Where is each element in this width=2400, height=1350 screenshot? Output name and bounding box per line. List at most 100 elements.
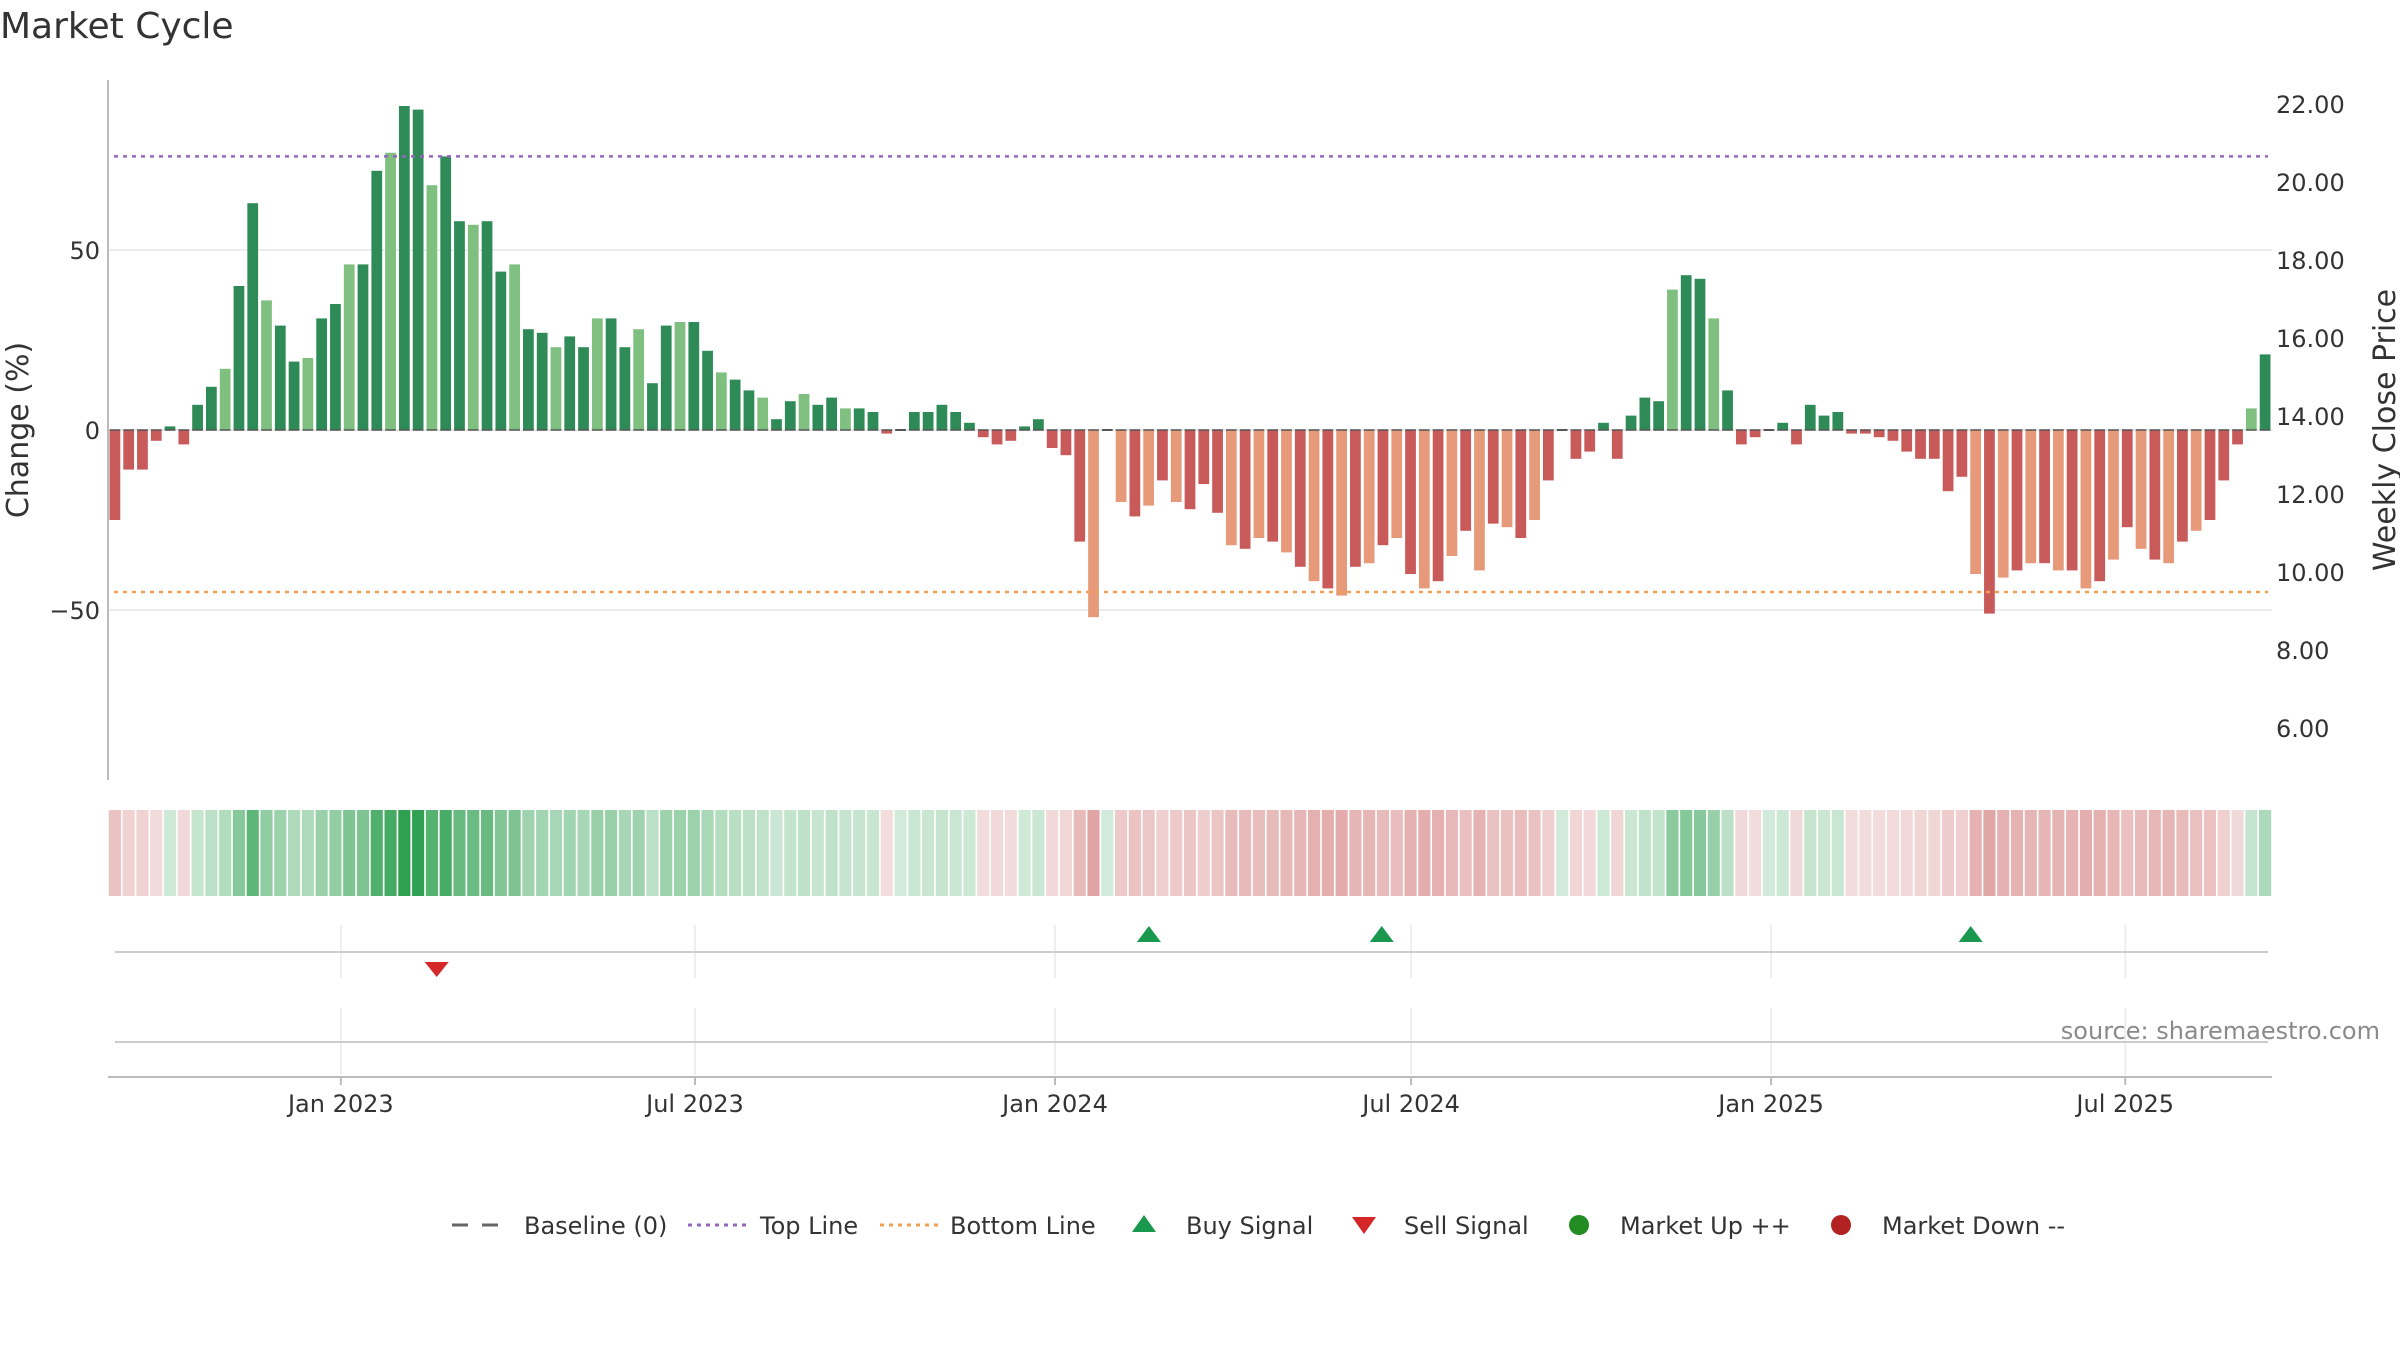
heat-strip-cell	[1886, 810, 1900, 896]
heat-strip-cell	[1307, 810, 1321, 896]
change-bar	[1322, 430, 1334, 589]
heat-strip-cell	[1004, 810, 1017, 896]
change-bar	[1791, 430, 1802, 445]
heat-strip-cell	[1032, 810, 1045, 896]
change-bar	[1074, 430, 1086, 542]
change-bar	[412, 109, 424, 430]
legend-item-buy-signal: Buy Signal	[1132, 1212, 1313, 1240]
change-bar	[2245, 408, 2257, 430]
heat-strip-cell	[935, 810, 948, 896]
change-bar	[1377, 430, 1389, 546]
heat-strip-cell	[2231, 810, 2244, 896]
change-bar	[1584, 430, 1596, 452]
heat-strip-cell	[398, 810, 411, 896]
change-bar	[1060, 430, 1072, 456]
heat-strip-cell	[1018, 810, 1031, 896]
change-bar	[715, 372, 727, 430]
heat-strip-cell	[1556, 810, 1569, 896]
heat-strip-cell	[1735, 810, 1748, 896]
change-bar	[2052, 430, 2064, 571]
legend-label: Sell Signal	[1404, 1212, 1529, 1240]
heat-strip-cell	[343, 810, 356, 896]
heat-strip-cell	[811, 810, 824, 896]
heat-strip-cell	[1335, 810, 1348, 896]
change-bar	[578, 347, 589, 430]
change-bar	[1846, 430, 1857, 434]
change-bar	[1170, 430, 1182, 502]
change-bar	[536, 332, 548, 430]
change-bar	[1239, 430, 1251, 549]
change-bar	[2149, 430, 2161, 560]
change-bar	[316, 318, 328, 430]
heat-strip-cell	[977, 810, 990, 896]
heat-strip-cell	[205, 810, 218, 896]
heat-strip-cell	[1845, 810, 1858, 896]
heat-strip-cell	[1652, 810, 1665, 896]
change-bar	[633, 329, 645, 430]
change-bar	[1873, 430, 1885, 438]
change-bar	[1749, 430, 1761, 438]
change-bar	[1818, 415, 1830, 430]
change-bar	[1901, 430, 1913, 452]
legend-item-market-up: Market Up ++	[1569, 1212, 1791, 1240]
change-bar	[743, 390, 755, 430]
change-bar	[178, 430, 190, 445]
heat-strip-cell	[756, 810, 769, 896]
change-bar	[977, 430, 989, 438]
change-bar	[881, 430, 893, 434]
change-bar	[454, 221, 465, 430]
change-bar	[1680, 275, 1692, 430]
heat-strip-cell	[108, 810, 121, 896]
buy-signal-marker	[1136, 926, 1161, 942]
change-bar	[1915, 430, 1926, 459]
signal-markers	[424, 926, 1983, 977]
change-bar	[426, 185, 438, 430]
change-bar	[206, 386, 217, 430]
change-bar	[1529, 430, 1540, 520]
heat-strip-cell	[591, 810, 604, 896]
heat-strip-cell	[1817, 810, 1831, 896]
heat-strip-cell	[2176, 810, 2189, 896]
heat-strip-cell	[825, 810, 838, 896]
heat-strip-cell	[1831, 810, 1844, 896]
heat-strip-cell	[1666, 810, 1679, 896]
y-tick-label: −50	[49, 597, 100, 625]
heat-strip-cell	[1170, 810, 1183, 896]
y-tick-label: 50	[69, 237, 100, 265]
heat-strip-cell	[522, 810, 535, 896]
heat-strip-cell	[2217, 810, 2230, 896]
change-bar	[1019, 426, 1030, 430]
heat-strip-cell	[232, 810, 246, 896]
change-bar	[674, 322, 686, 430]
heat-strip-cell	[384, 810, 397, 896]
change-bar	[1970, 430, 1982, 574]
change-bar	[1225, 430, 1237, 546]
heat-strip-cell	[646, 810, 659, 896]
heat-strip-cell	[577, 810, 590, 896]
legend-label: Baseline (0)	[524, 1212, 667, 1240]
change-bar	[1046, 430, 1058, 448]
heat-strip-cell	[1804, 810, 1817, 896]
change-bar	[1639, 397, 1651, 430]
change-bar	[481, 221, 493, 430]
change-bar	[2108, 430, 2119, 560]
change-bar	[1005, 430, 1017, 441]
heat-strip-cell	[1611, 810, 1624, 896]
change-bar	[867, 412, 879, 430]
heat-strip-cell	[1625, 810, 1638, 896]
heat-strip-cell	[1473, 810, 1486, 896]
change-bar	[1667, 289, 1678, 430]
momentum-heat-strip	[108, 810, 2272, 896]
heat-strip-cell	[1156, 810, 1169, 896]
heat-strip-cell	[853, 810, 866, 896]
legend-circle-icon	[1569, 1215, 1589, 1235]
change-bar	[1363, 430, 1375, 564]
legend-item-market-down: Market Down --	[1831, 1212, 2065, 1240]
heat-strip-cell	[315, 810, 328, 896]
heat-strip-cell	[1266, 810, 1279, 896]
change-bar	[440, 156, 452, 430]
change-bar	[660, 325, 672, 430]
legend-item-bottom-line: Bottom Line	[880, 1212, 1096, 1240]
heat-strip-cell	[1955, 810, 1968, 896]
heat-strip-cell	[329, 810, 342, 896]
